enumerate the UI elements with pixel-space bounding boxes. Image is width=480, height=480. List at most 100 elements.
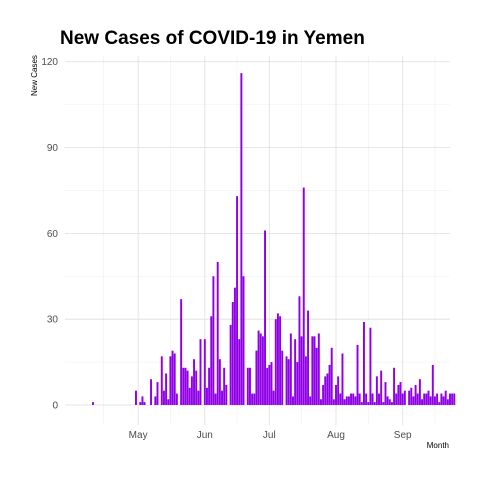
bar: [436, 393, 439, 405]
y-tick-label: 60: [47, 229, 59, 240]
bar: [173, 353, 176, 405]
bar: [414, 384, 417, 405]
bar: [380, 370, 383, 405]
bar: [242, 276, 245, 405]
bar: [427, 390, 430, 405]
bar: [384, 382, 387, 405]
bar: [352, 393, 355, 405]
bar: [408, 390, 411, 405]
bar: [203, 339, 206, 405]
bar: [251, 393, 254, 405]
bar: [231, 302, 234, 405]
bar: [421, 399, 424, 405]
bar: [326, 373, 329, 405]
bar: [139, 402, 142, 405]
bar: [446, 399, 449, 405]
bar: [276, 313, 279, 405]
x-tick-label: Sep: [394, 430, 412, 441]
bar: [197, 390, 200, 405]
bar: [171, 350, 174, 405]
bar: [298, 296, 301, 405]
bar: [199, 339, 202, 405]
x-axis-ticks: May Jun Jul Aug Sep: [129, 430, 412, 441]
bar: [431, 364, 434, 405]
x-tick-label: May: [129, 430, 148, 441]
major-gridlines: [65, 56, 450, 425]
bar: [354, 396, 357, 405]
bar: [369, 327, 372, 405]
y-tick-label: 30: [47, 315, 59, 326]
bar: [339, 393, 342, 405]
bar: [264, 230, 266, 405]
bar: [412, 396, 415, 405]
bar: [356, 344, 359, 405]
bar: [289, 333, 292, 405]
bar: [332, 399, 335, 405]
bar: [345, 396, 348, 405]
bar: [296, 362, 299, 405]
bar: [216, 261, 219, 405]
bar: [311, 336, 314, 405]
bar: [363, 322, 365, 405]
bar: [253, 393, 256, 405]
bar: [360, 402, 363, 405]
bar: [304, 356, 307, 405]
bar: [416, 393, 419, 405]
bar: [378, 393, 380, 405]
bar: [418, 379, 421, 405]
bar: [292, 396, 294, 405]
bar: [319, 399, 322, 405]
bar: [270, 362, 273, 405]
bar: [386, 396, 389, 405]
bar: [317, 333, 320, 405]
bar: [309, 396, 312, 405]
x-tick-label: Jun: [197, 430, 213, 441]
bar: [257, 330, 260, 405]
bar: [223, 367, 226, 405]
bar: [205, 387, 208, 405]
bar: [315, 347, 318, 405]
bar: [341, 353, 344, 405]
bar: [221, 390, 223, 405]
bar: [188, 387, 191, 405]
y-tick-label: 90: [47, 143, 59, 154]
y-axis-label: New Cases: [30, 55, 39, 96]
bar: [330, 347, 333, 405]
bar: [335, 384, 337, 405]
bar: [238, 339, 241, 405]
bar: [190, 376, 193, 405]
y-tick-label: 0: [52, 400, 58, 411]
bar: [307, 310, 310, 405]
bar: [268, 364, 271, 405]
bar: [225, 384, 228, 405]
bar: [294, 339, 297, 405]
bar: [169, 356, 172, 405]
x-axis-label: Month: [427, 441, 449, 450]
bar: [423, 393, 426, 405]
bar: [313, 336, 316, 405]
bar: [300, 336, 303, 405]
bar: [165, 373, 168, 405]
bar: [440, 393, 443, 405]
bar: [91, 402, 94, 405]
x-tick-label: Aug: [327, 430, 345, 441]
minor-gridlines: [65, 56, 450, 425]
bar: [259, 333, 262, 405]
bar: [395, 393, 398, 405]
bar: [367, 402, 370, 405]
bar: [167, 399, 170, 405]
bar: [337, 376, 340, 405]
bar: [399, 382, 402, 405]
bar: [180, 299, 183, 405]
bar: [208, 367, 211, 405]
bar: [322, 384, 325, 405]
bar: [358, 393, 361, 405]
bar: [195, 370, 198, 405]
bar: [390, 402, 393, 405]
bar: [410, 387, 413, 405]
bar: [240, 73, 243, 405]
bar: [274, 319, 277, 405]
y-axis-ticks: 0 30 60 90 120: [41, 57, 58, 411]
bar: [442, 396, 445, 405]
